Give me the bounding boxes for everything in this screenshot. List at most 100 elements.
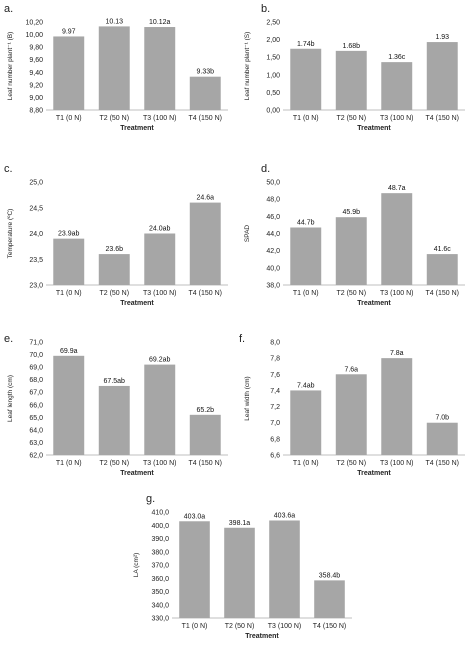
y-tick-label: 8,80 xyxy=(29,108,43,115)
y-tick-label: 65,0 xyxy=(29,415,43,422)
y-tick-label: 48,0 xyxy=(266,197,280,204)
bar xyxy=(290,48,322,110)
data-label: 48.7a xyxy=(388,185,406,192)
bar xyxy=(426,422,458,455)
category-label: T4 (150 N) xyxy=(426,290,459,297)
data-label: 7.4ab xyxy=(297,382,315,389)
y-tick-label: 0,00 xyxy=(266,108,280,115)
y-tick-label: 67,0 xyxy=(29,390,43,397)
bar xyxy=(189,76,221,110)
bar xyxy=(189,414,221,455)
y-tick-label: 62,0 xyxy=(29,453,43,460)
bar xyxy=(53,355,85,455)
y-tick-label: 25,0 xyxy=(29,180,43,187)
y-tick-label: 64,0 xyxy=(29,427,43,434)
y-tick-label: 2,00 xyxy=(266,37,280,44)
bar xyxy=(335,217,367,285)
bar xyxy=(189,202,221,285)
x-axis-title: Treatment xyxy=(245,633,279,640)
category-label: T3 (100 N) xyxy=(380,115,413,122)
category-label: T2 (50 N) xyxy=(336,460,366,467)
y-tick-label: 6,8 xyxy=(270,436,280,443)
y-tick-label: 410,0 xyxy=(151,510,169,517)
y-tick-label: 71,0 xyxy=(29,340,43,347)
chart-c: c. 23,0 23,5 24,0 24,5 25,0 23.9ab T1 (0 N) 23.6… xyxy=(4,163,228,307)
chart-a: a. 8,80 9,00 9,20 9,40 9,60 9,80 10,00 10,20 9.97… xyxy=(4,3,228,132)
y-tick-label: 6,6 xyxy=(270,453,280,460)
bar xyxy=(179,521,210,618)
y-tick-label: 400,0 xyxy=(151,523,169,530)
y-tick-label: 23,0 xyxy=(29,283,43,290)
x-axis-title: Treatment xyxy=(120,125,154,132)
y-axis-title: Temperature (ºC) xyxy=(7,209,14,259)
y-tick-label: 350,0 xyxy=(151,589,169,596)
y-tick-label: 8,0 xyxy=(270,340,280,347)
chart-b: b. 0,00 0,50 1,00 1,50 2,00 2,50 1.74b T1 (0 N) 1… xyxy=(244,3,465,132)
y-tick-label: 7,0 xyxy=(270,420,280,427)
panel-letter: c. xyxy=(4,163,13,175)
y-axis-title: Leaf length (cm) xyxy=(7,375,14,422)
y-tick-label: 340,0 xyxy=(151,602,169,609)
data-label: 67.5ab xyxy=(104,378,126,385)
panel-letter: d. xyxy=(261,163,270,175)
chart-g: g. 330,0 340,0 350,0 360,0 370,0 380,0 390,0 400… xyxy=(133,493,352,640)
panel-letter: b. xyxy=(261,3,270,15)
y-tick-label: 380,0 xyxy=(151,549,169,556)
y-tick-label: 10,00 xyxy=(25,32,43,39)
category-label: T2 (50 N) xyxy=(336,115,366,122)
y-tick-label: 38,0 xyxy=(266,283,280,290)
x-axis-title: Treatment xyxy=(120,470,154,477)
panel-letter: f. xyxy=(239,333,245,345)
y-tick-label: 1,00 xyxy=(266,72,280,79)
category-label: T1 (0 N) xyxy=(56,115,82,122)
category-label: T2 (50 N) xyxy=(99,290,129,297)
category-label: T2 (50 N) xyxy=(99,115,129,122)
y-axis-title: LA (cm²) xyxy=(133,553,140,578)
data-label: 65.2b xyxy=(196,407,214,414)
data-label: 44.7b xyxy=(297,219,315,226)
y-tick-label: 66,0 xyxy=(29,402,43,409)
y-tick-label: 330,0 xyxy=(151,616,169,623)
category-label: T1 (0 N) xyxy=(56,290,82,297)
y-axis-title: Leaf width (cm) xyxy=(244,376,251,420)
bar xyxy=(290,390,322,455)
y-tick-label: 370,0 xyxy=(151,563,169,570)
y-axis-title: Leaf number plant⁻¹ (S) xyxy=(244,32,251,100)
bar xyxy=(53,36,85,111)
category-label: T4 (150 N) xyxy=(189,460,222,467)
y-axis-title: SPAD xyxy=(244,225,251,243)
bar xyxy=(381,62,413,110)
bar xyxy=(269,520,300,618)
data-label: 1.74b xyxy=(297,41,315,48)
bar xyxy=(144,27,176,110)
bar xyxy=(53,238,85,285)
data-label: 358.4b xyxy=(319,572,341,579)
y-tick-label: 9,40 xyxy=(29,70,43,77)
category-label: T3 (100 N) xyxy=(143,115,176,122)
y-tick-label: 40,0 xyxy=(266,265,280,272)
y-tick-label: 24,0 xyxy=(29,231,43,238)
y-tick-label: 9,20 xyxy=(29,82,43,89)
data-label: 41.6c xyxy=(434,246,452,253)
data-label: 7.0b xyxy=(435,415,449,422)
bar xyxy=(144,233,176,285)
y-tick-label: 7,8 xyxy=(270,356,280,363)
bar xyxy=(98,385,130,455)
y-tick-label: 2,50 xyxy=(266,20,280,27)
y-tick-label: 42,0 xyxy=(266,248,280,255)
bar xyxy=(98,26,130,110)
bar xyxy=(314,580,345,618)
data-label: 9.97 xyxy=(62,28,76,35)
data-label: 69.9a xyxy=(60,348,78,355)
data-label: 45.9b xyxy=(342,209,360,216)
chart-d: d. 38,0 40,0 42,0 44,0 46,0 48,0 50,0 44.7b T1 (0… xyxy=(244,163,465,307)
data-label: 24.6a xyxy=(196,195,214,202)
y-tick-label: 46,0 xyxy=(266,214,280,221)
bar xyxy=(381,358,413,455)
bar xyxy=(290,227,322,285)
y-tick-label: 9,60 xyxy=(29,57,43,64)
y-tick-label: 50,0 xyxy=(266,180,280,187)
data-label: 1.36c xyxy=(388,54,406,61)
data-label: 24.0ab xyxy=(149,226,171,233)
category-label: T4 (150 N) xyxy=(313,623,346,630)
